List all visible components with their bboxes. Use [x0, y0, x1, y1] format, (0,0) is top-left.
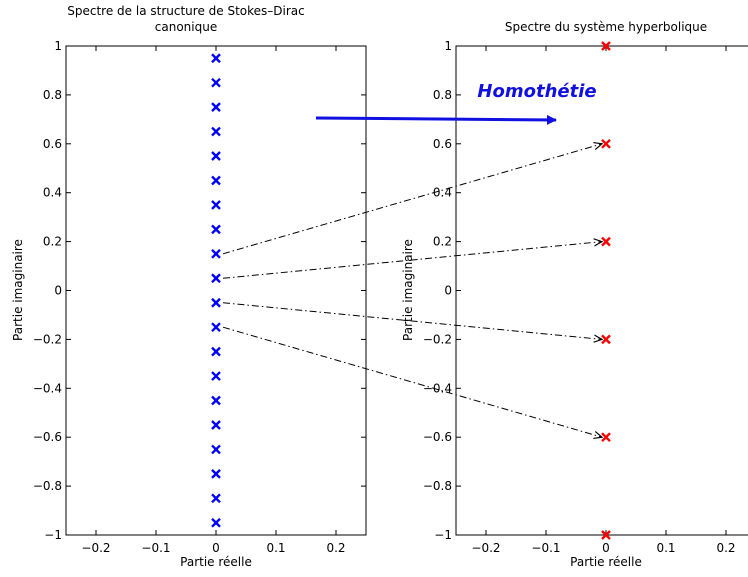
- left-y-axis-label: Partie imaginaire: [11, 239, 25, 341]
- right-x-axis-label: Partie réelle: [570, 555, 642, 569]
- right-data-point-x-marker: [601, 432, 611, 443]
- right-y-tick-label: 0.8: [433, 88, 452, 102]
- mapping-arrow: [222, 326, 602, 437]
- right-data-point-x-marker: [601, 530, 611, 540]
- left-y-tick-label: 0.4: [43, 186, 62, 200]
- left-data-point-x-marker: [211, 102, 221, 112]
- right-y-tick-label: −0.4: [423, 381, 452, 395]
- mapping-arrow: [222, 242, 602, 279]
- left-x-tick-label: 0.2: [326, 541, 345, 555]
- left-chart-title-line2: canonique: [155, 20, 217, 34]
- left-chart-title-line1: Spectre de la structure de Stokes–Dirac: [67, 4, 304, 18]
- homothety-label: Homothétie: [477, 81, 596, 102]
- left-y-tick-label: −0.8: [33, 479, 62, 493]
- left-data-point-x-marker: [211, 53, 221, 64]
- right-data-point-x-marker: [601, 334, 611, 345]
- left-y-tick-label: 0.6: [43, 137, 62, 151]
- left-y-tick-label: 0.8: [43, 88, 62, 102]
- right-y-axis-label: Partie imaginaire: [401, 239, 415, 341]
- left-data-point-x-marker: [211, 493, 221, 504]
- right-chart-title: Spectre du système hyperbolique: [505, 20, 707, 34]
- left-data-point-x-marker: [211, 371, 221, 381]
- left-y-tick-label: 1: [54, 39, 62, 53]
- left-data-point-x-marker: [211, 248, 221, 259]
- left-data-point-x-marker: [211, 77, 221, 88]
- right-y-tick-label: −1: [434, 528, 452, 542]
- left-x-tick-label: 0: [212, 541, 220, 555]
- left-data-point-x-marker: [211, 297, 221, 308]
- left-y-tick-label: −0.2: [33, 332, 62, 346]
- right-x-tick-label: −0.1: [531, 541, 560, 555]
- left-x-axis-label: Partie réelle: [180, 555, 252, 569]
- left-y-tick-label: 0.2: [43, 235, 62, 249]
- right-data-point-x-marker: [601, 138, 611, 149]
- left-data-point-x-marker: [211, 273, 221, 284]
- left-data-point-x-marker: [211, 517, 221, 528]
- right-x-tick-label: 0.2: [716, 541, 735, 555]
- right-y-tick-label: −0.6: [423, 430, 452, 444]
- left-x-tick-label: −0.1: [141, 541, 170, 555]
- left-y-tick-label: −0.4: [33, 381, 62, 395]
- left-x-tick-label: −0.2: [81, 541, 110, 555]
- right-x-tick-label: 0: [602, 541, 610, 555]
- right-y-tick-label: −0.8: [423, 479, 452, 493]
- mapping-arrow: [222, 302, 602, 340]
- homothety-arrow: [315, 114, 557, 125]
- left-y-tick-label: 0: [54, 284, 62, 298]
- left-y-tick-label: −0.6: [33, 430, 62, 444]
- left-data-point-x-marker: [211, 224, 221, 235]
- left-data-point-x-marker: [211, 395, 221, 406]
- right-y-tick-label: 1: [444, 39, 452, 53]
- right-x-tick-label: −0.2: [471, 541, 500, 555]
- right-data-point-x-marker: [601, 41, 611, 51]
- right-y-tick-label: 0.6: [433, 137, 452, 151]
- mapping-arrow: [222, 144, 602, 255]
- left-data-point-x-marker: [211, 200, 221, 210]
- right-chart: Spectre du système hyperbolique −0.2 −0.1…: [401, 20, 748, 569]
- left-chart: Spectre de la structure de Stokes–Dirac …: [11, 4, 367, 569]
- right-y-tick-label: 0: [444, 284, 452, 298]
- left-data-point-x-marker: [211, 175, 221, 186]
- right-y-tick-label: −0.2: [423, 332, 452, 346]
- left-data-point-x-marker: [211, 151, 221, 161]
- left-data-point-x-marker: [211, 322, 221, 333]
- left-data-point-x-marker: [211, 469, 221, 479]
- right-data-point-x-marker: [601, 236, 611, 247]
- left-data-point-x-marker: [211, 444, 221, 455]
- left-data-point-x-marker: [211, 420, 221, 430]
- right-x-tick-label: 0.1: [656, 541, 675, 555]
- left-data-point-x-marker: [211, 346, 221, 357]
- left-data-point-x-marker: [211, 126, 221, 137]
- right-y-tick-label: 0.2: [433, 235, 452, 249]
- left-x-tick-label: 0.1: [266, 541, 285, 555]
- left-y-tick-label: −1: [44, 528, 62, 542]
